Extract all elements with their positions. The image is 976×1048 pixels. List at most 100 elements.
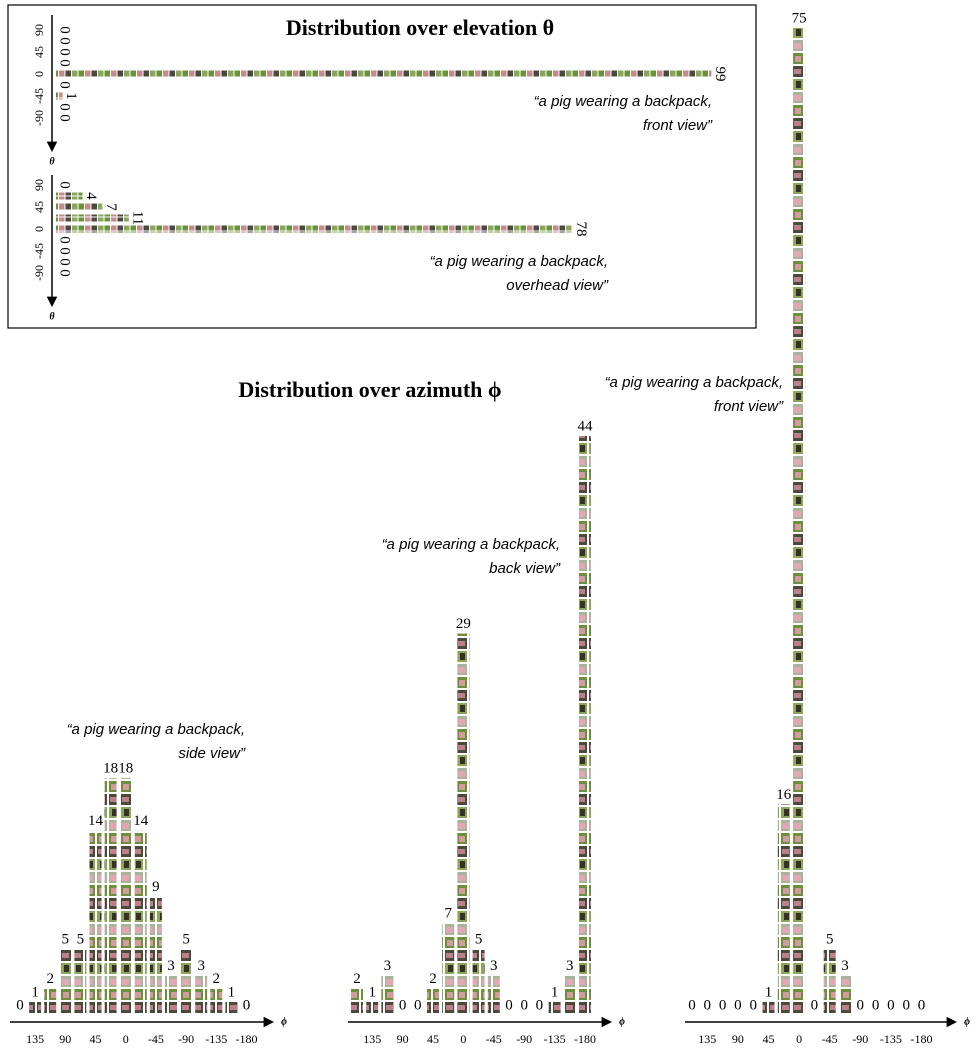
bar [427, 989, 439, 1015]
x-tick-label: 45 [427, 1032, 439, 1046]
y-tick-label: 45 [32, 46, 46, 58]
bar [778, 804, 790, 1015]
bar [225, 1002, 237, 1015]
value-label: 1 [228, 984, 236, 1000]
value-label: 0 [57, 103, 73, 111]
value-label: 0 [16, 997, 24, 1013]
value-label: 0 [520, 997, 528, 1013]
axis-label: θ [49, 156, 55, 167]
x-tick-label: 0 [123, 1032, 129, 1046]
value-label: 0 [918, 997, 926, 1013]
axis-label: ϕ [281, 1016, 287, 1027]
value-label: 0 [57, 236, 73, 244]
x-tick-label: -45 [822, 1032, 838, 1046]
value-label: 0 [414, 997, 422, 1013]
x-tick-label: -90 [852, 1032, 868, 1046]
x-tick-label: 90 [732, 1032, 744, 1046]
chart-title: Distribution over azimuth ϕ [238, 377, 501, 402]
y-tick-label: 0 [32, 226, 46, 232]
x-tick-label: -45 [486, 1032, 502, 1046]
value-label: 5 [182, 932, 190, 948]
value-label: 18 [118, 761, 133, 777]
bar [105, 778, 117, 1015]
bar [74, 949, 86, 1015]
value-label: 0 [734, 997, 742, 1013]
caption: “a pig wearing a backpack, [430, 253, 608, 270]
y-tick-label: -45 [32, 88, 46, 104]
x-tick-label: -180 [236, 1032, 258, 1046]
value-label: 18 [103, 761, 118, 777]
value-label: 0 [688, 997, 696, 1013]
value-label: 2 [213, 971, 221, 987]
value-label: 0 [57, 48, 73, 56]
y-tick-label: 0 [32, 71, 46, 77]
value-label: 1 [63, 92, 79, 100]
value-label: 5 [826, 932, 834, 948]
value-label: 0 [811, 997, 819, 1013]
bar [210, 989, 222, 1015]
value-label: 3 [384, 958, 392, 974]
bar [56, 215, 129, 222]
figure: Distribution over elevation θ “a pig wear… [0, 0, 976, 1048]
value-label: 0 [57, 114, 73, 122]
y-tick-label: -45 [32, 243, 46, 259]
bar [56, 226, 572, 233]
caption: “a pig wearing a backpack, [67, 721, 245, 738]
value-label: 75 [792, 10, 807, 26]
x-tick-label: -180 [911, 1032, 933, 1046]
x-tick-label: -90 [516, 1032, 532, 1046]
x-tick-label: -135 [544, 1032, 566, 1046]
value-label: 3 [490, 958, 498, 974]
value-label: 3 [841, 958, 849, 974]
value-label: 0 [243, 997, 251, 1013]
bar [366, 1002, 378, 1015]
bar [473, 949, 485, 1015]
x-tick-label: 90 [59, 1032, 71, 1046]
y-tick-label: 90 [32, 179, 46, 191]
bar [763, 1002, 775, 1015]
x-tick-label: 0 [796, 1032, 802, 1046]
value-label: 78 [573, 222, 589, 237]
value-label: 1 [551, 984, 559, 1000]
value-label: 2 [46, 971, 54, 987]
value-label: 0 [57, 81, 73, 89]
bar [351, 989, 363, 1015]
value-label: 0 [704, 997, 712, 1013]
x-tick-label: -135 [205, 1032, 227, 1046]
x-tick-label: -90 [178, 1032, 194, 1046]
bar [150, 897, 162, 1015]
axis-label: θ [49, 311, 55, 322]
value-label: 1 [765, 984, 773, 1000]
value-label: 16 [776, 787, 792, 803]
bar [90, 831, 102, 1015]
bar [56, 93, 63, 100]
value-label: 0 [719, 997, 727, 1013]
value-label: 99 [712, 67, 728, 82]
bar [442, 923, 454, 1015]
x-tick-label: 45 [763, 1032, 775, 1046]
caption: side view” [178, 745, 246, 762]
value-label: 3 [167, 958, 175, 974]
caption: overhead view” [506, 277, 609, 294]
bar [579, 436, 591, 1015]
bar [839, 976, 851, 1015]
bar [457, 633, 469, 1015]
caption: “a pig wearing a backpack, [605, 374, 783, 391]
y-tick-label: -90 [32, 265, 46, 281]
value-label: 0 [749, 997, 757, 1013]
value-label: 0 [399, 997, 407, 1013]
value-label: 5 [62, 932, 70, 948]
value-label: 44 [578, 418, 594, 434]
x-tick-label: 45 [90, 1032, 102, 1046]
value-label: 29 [456, 616, 471, 632]
value-label: 9 [152, 879, 160, 895]
value-label: 5 [77, 932, 85, 948]
value-label: 0 [57, 59, 73, 67]
value-label: 0 [902, 997, 910, 1013]
x-tick-label: 0 [460, 1032, 466, 1046]
value-label: 2 [429, 971, 437, 987]
value-label: 5 [475, 932, 483, 948]
chart-title: Distribution over elevation θ [286, 15, 554, 40]
bar [165, 976, 177, 1015]
x-tick-label: -135 [880, 1032, 902, 1046]
